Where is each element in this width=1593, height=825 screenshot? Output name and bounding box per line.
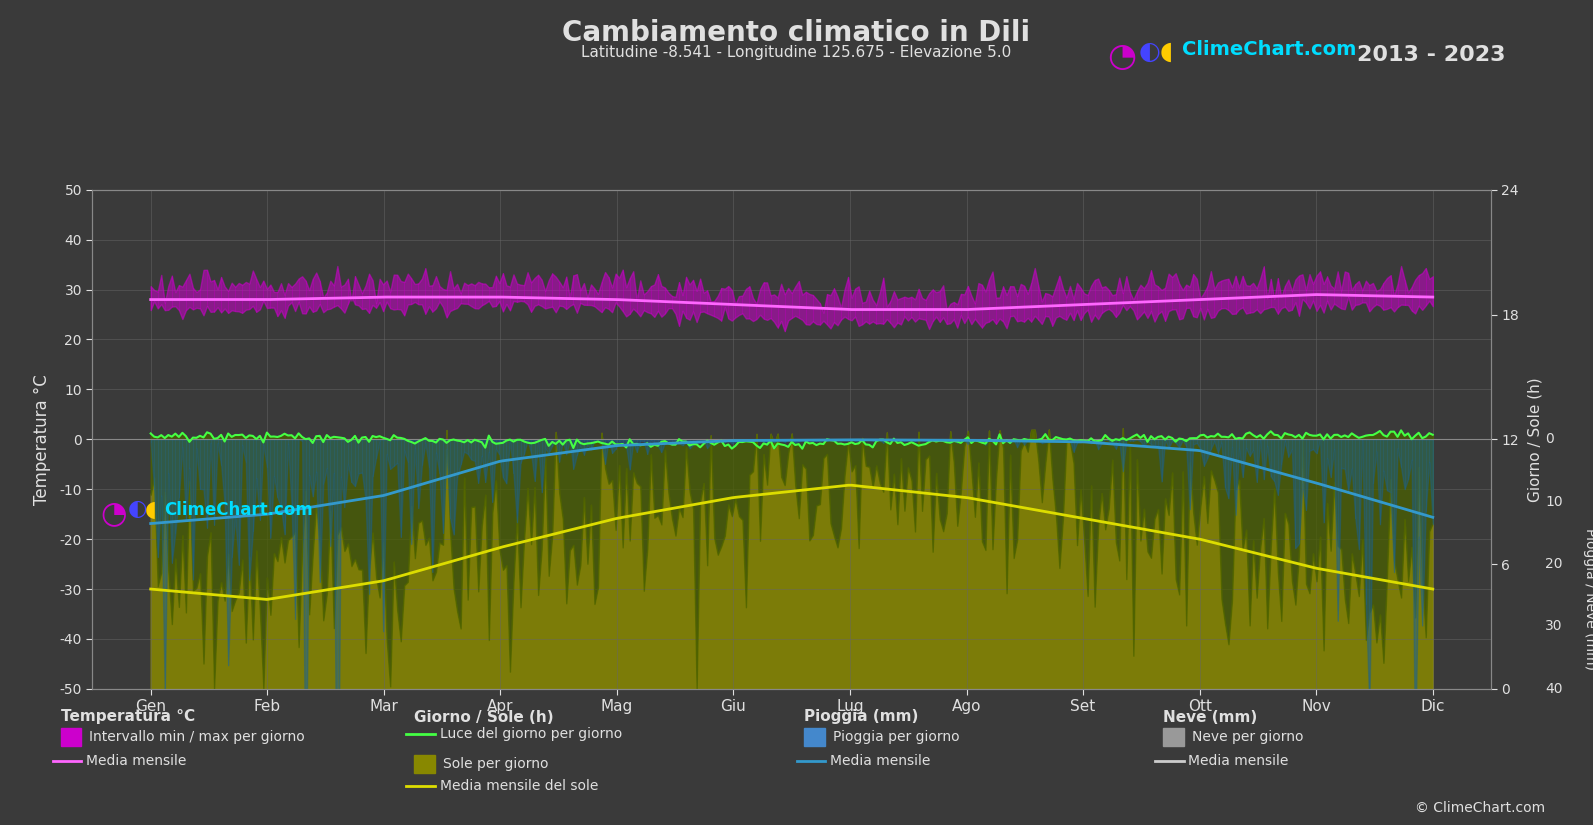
Text: Sole per giorno: Sole per giorno xyxy=(443,757,548,771)
Y-axis label: Giorno / Sole (h): Giorno / Sole (h) xyxy=(1528,377,1542,502)
Text: ◔: ◔ xyxy=(100,499,127,528)
Text: ◔: ◔ xyxy=(1107,40,1136,73)
Y-axis label: Temperatura °C: Temperatura °C xyxy=(33,374,51,505)
Text: Giorno / Sole (h): Giorno / Sole (h) xyxy=(414,710,554,724)
Text: ◖: ◖ xyxy=(1160,40,1172,64)
Text: 10: 10 xyxy=(1545,495,1563,509)
Text: 20: 20 xyxy=(1545,557,1563,571)
Text: ◖: ◖ xyxy=(145,499,156,519)
Text: 30: 30 xyxy=(1545,620,1563,634)
Text: Intervallo min / max per giorno: Intervallo min / max per giorno xyxy=(89,730,304,743)
Text: Media mensile: Media mensile xyxy=(86,755,186,768)
Text: ◐: ◐ xyxy=(1139,40,1161,64)
Text: Temperatura °C: Temperatura °C xyxy=(61,710,194,724)
Text: Luce del giorno per giorno: Luce del giorno per giorno xyxy=(440,728,621,741)
Text: Media mensile: Media mensile xyxy=(1188,755,1289,768)
Text: Neve per giorno: Neve per giorno xyxy=(1192,730,1303,743)
Text: Media mensile del sole: Media mensile del sole xyxy=(440,780,597,793)
Text: Neve (mm): Neve (mm) xyxy=(1163,710,1257,724)
Text: ClimeChart.com: ClimeChart.com xyxy=(164,501,312,519)
Text: ClimeChart.com: ClimeChart.com xyxy=(1182,40,1356,59)
Text: ◐: ◐ xyxy=(127,499,147,519)
Text: © ClimeChart.com: © ClimeChart.com xyxy=(1415,801,1545,815)
Text: 2013 - 2023: 2013 - 2023 xyxy=(1357,45,1505,65)
Text: 0: 0 xyxy=(1545,432,1553,446)
Text: Cambiamento climatico in Dili: Cambiamento climatico in Dili xyxy=(562,19,1031,47)
Text: Media mensile: Media mensile xyxy=(830,755,930,768)
Text: 40: 40 xyxy=(1545,682,1563,695)
Text: Pioggia per giorno: Pioggia per giorno xyxy=(833,730,959,743)
Text: Latitudine -8.541 - Longitudine 125.675 - Elevazione 5.0: Latitudine -8.541 - Longitudine 125.675 … xyxy=(581,45,1012,60)
Text: Pioggia / Neve (mm): Pioggia / Neve (mm) xyxy=(1583,528,1593,670)
Text: Pioggia (mm): Pioggia (mm) xyxy=(804,710,919,724)
